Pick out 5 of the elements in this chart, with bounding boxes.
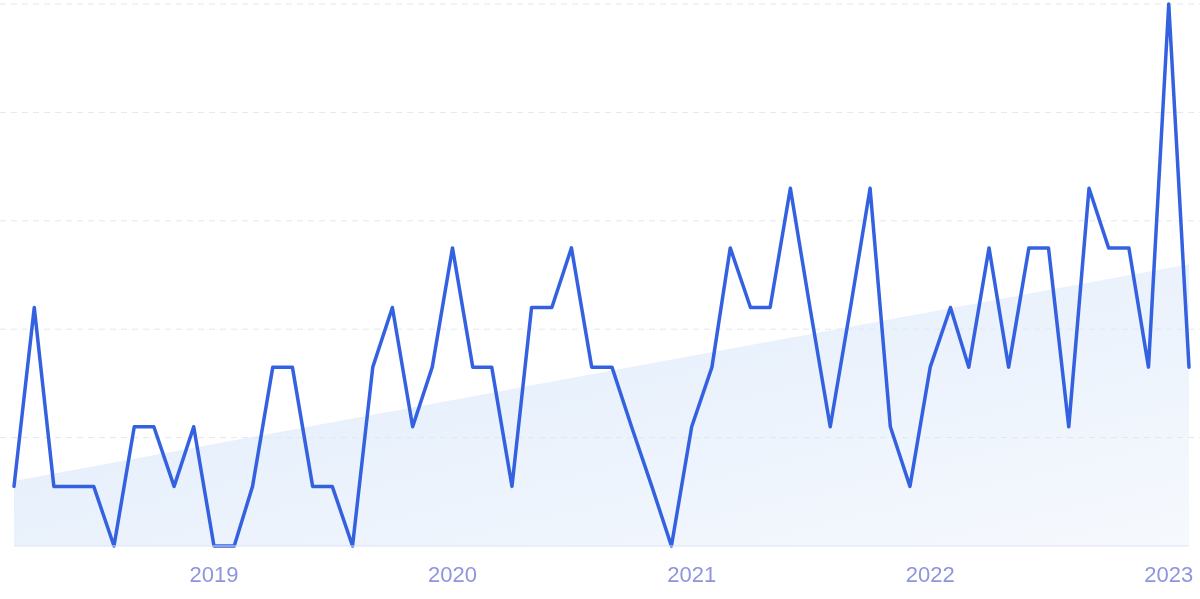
x-tick-label: 2020 <box>428 562 477 587</box>
x-tick-label: 2019 <box>189 562 239 587</box>
x-tick-label: 2021 <box>667 562 717 587</box>
x-tick-label: 2023 <box>1144 562 1194 587</box>
x-tick-label: 2022 <box>905 562 955 587</box>
